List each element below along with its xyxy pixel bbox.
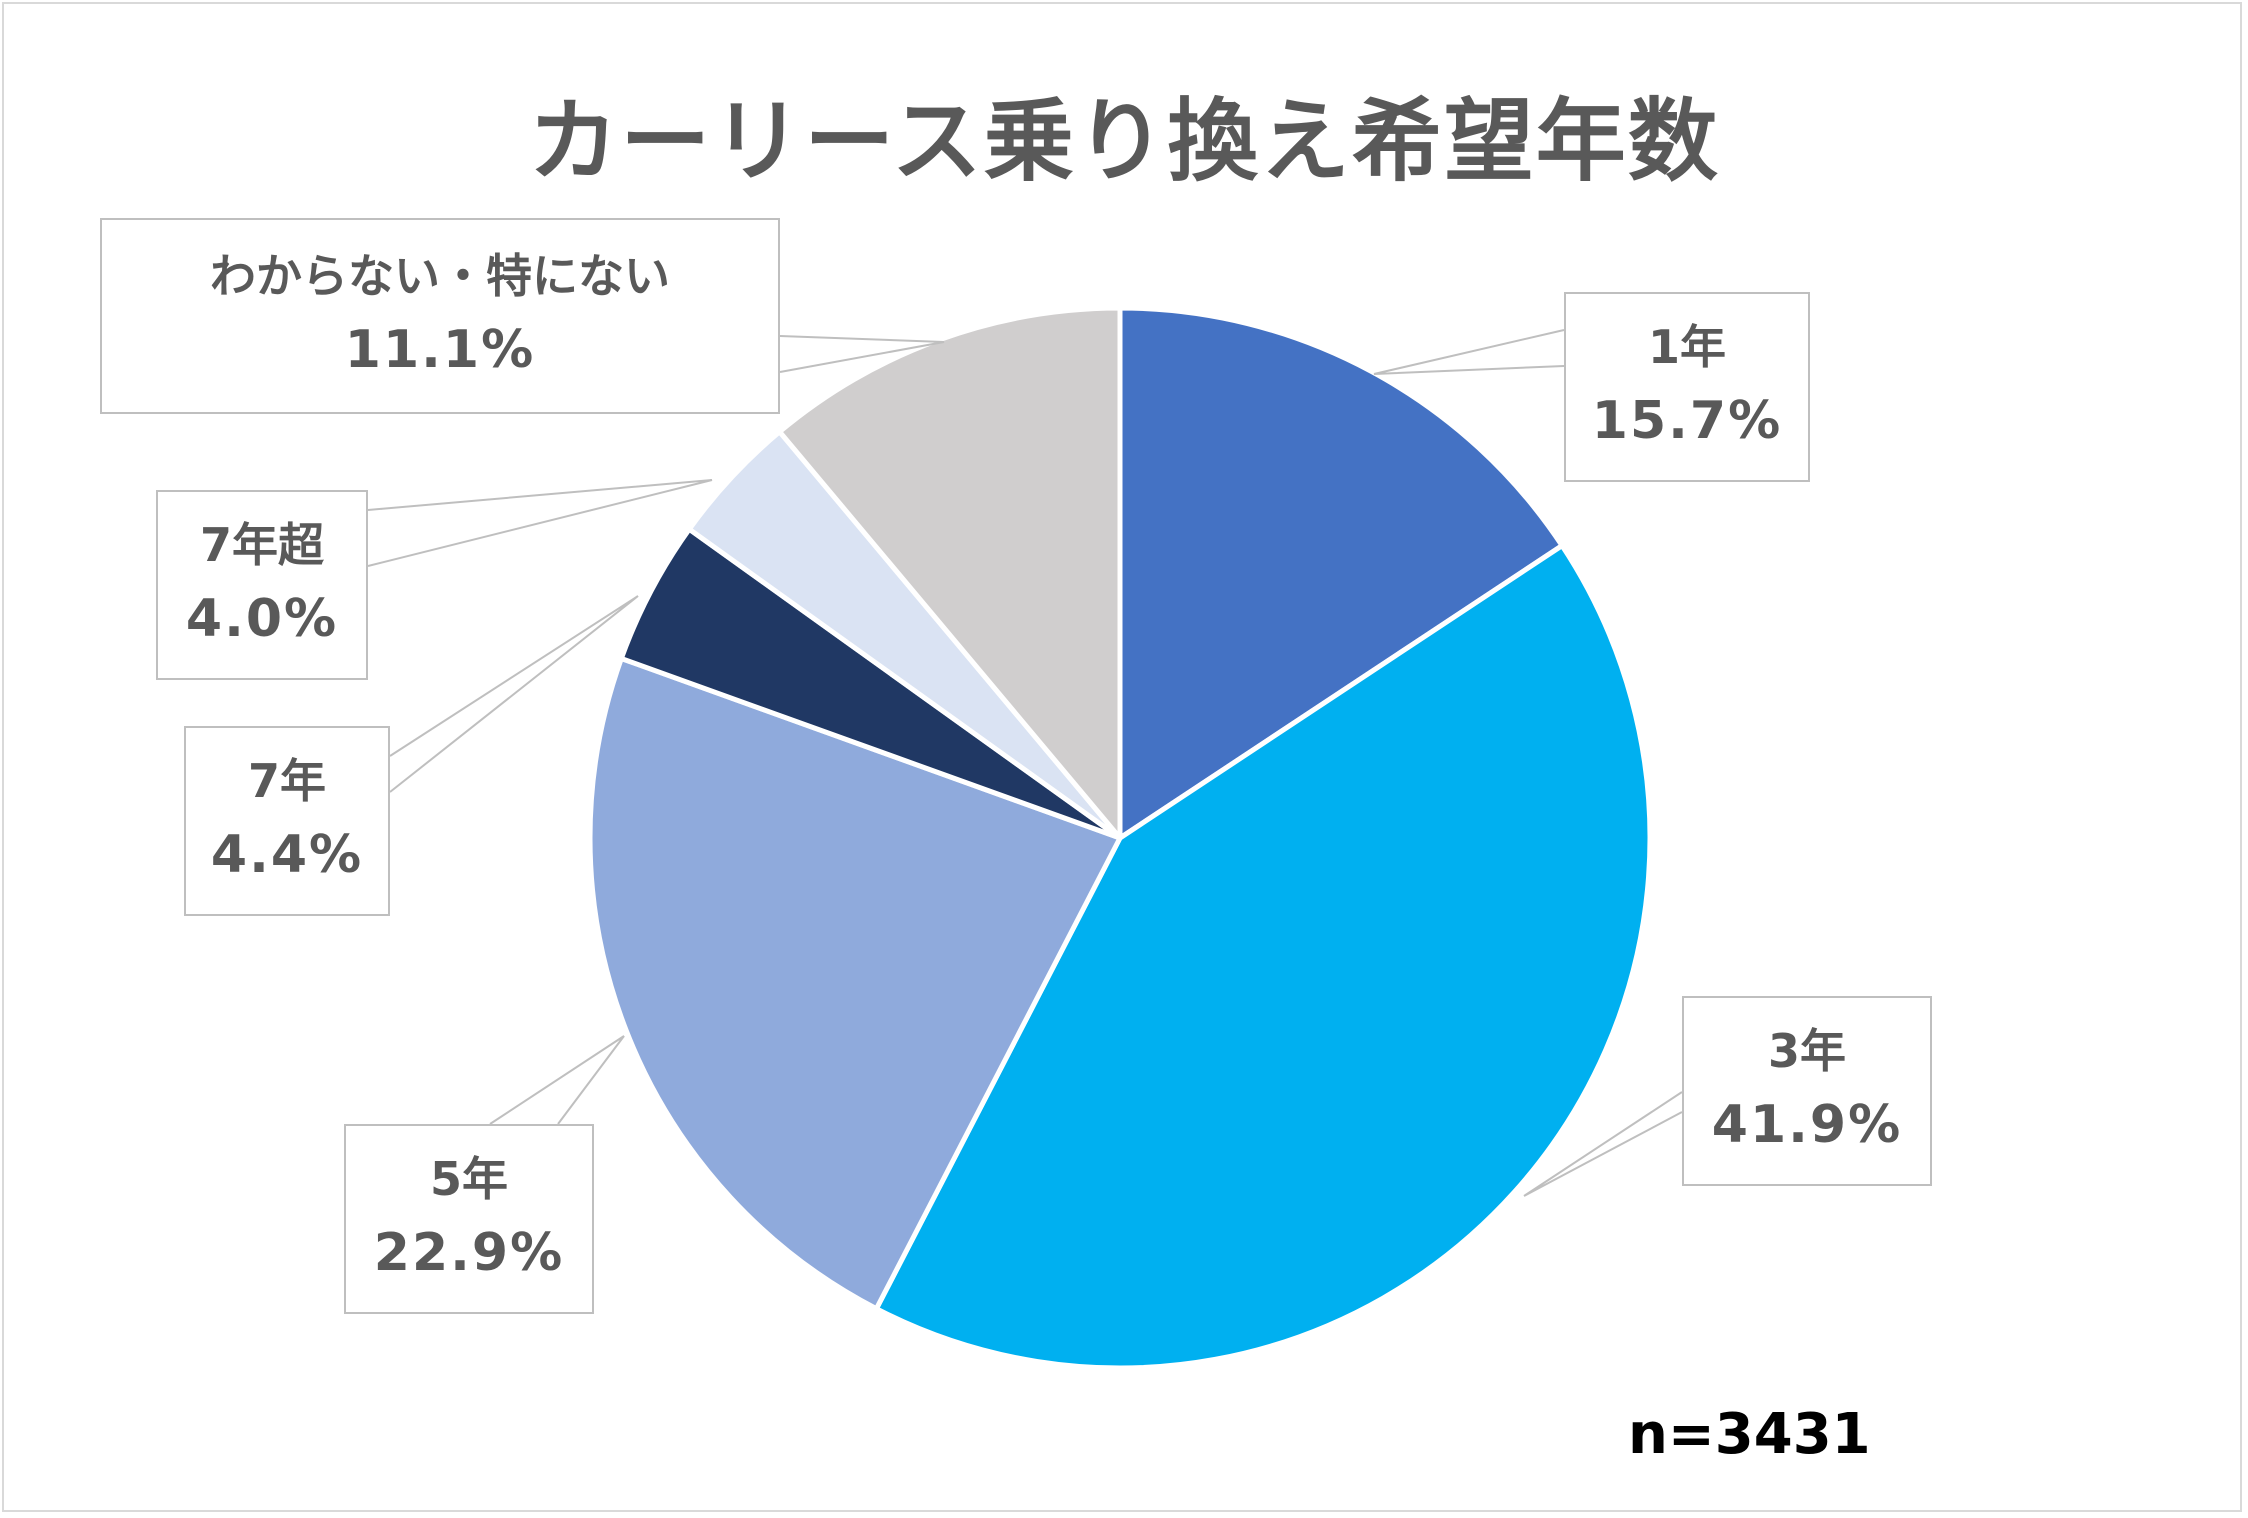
sample-size-note: n=3431 bbox=[1628, 1402, 1871, 1467]
leader-line-7year bbox=[389, 595, 639, 793]
data-label-over-7year: 7年超 4.0% bbox=[156, 490, 368, 680]
pie-slice-1year bbox=[1117, 305, 1565, 841]
label-percent: 22.9% bbox=[373, 1223, 565, 1283]
label-percent: 11.1% bbox=[344, 320, 536, 380]
leader-line-3year bbox=[1523, 1091, 1683, 1197]
pie-slice-3year bbox=[873, 543, 1653, 1371]
leader-line-over-7year bbox=[367, 479, 713, 567]
label-name: 3年 bbox=[1767, 1024, 1846, 1078]
data-label-unknown: わからない・特にない 11.1% bbox=[100, 218, 780, 414]
label-name: 5年 bbox=[429, 1152, 508, 1206]
data-label-5year: 5年 22.9% bbox=[344, 1124, 594, 1314]
label-name: 7年 bbox=[247, 754, 326, 808]
pie-slice-5year bbox=[587, 655, 1123, 1312]
label-percent: 15.7% bbox=[1591, 391, 1783, 451]
data-label-1year: 1年 15.7% bbox=[1564, 292, 1810, 482]
chart-title: カーリース乗り換え希望年数 bbox=[528, 89, 1720, 194]
label-name: わからない・特にない bbox=[210, 249, 670, 303]
label-percent: 4.0% bbox=[185, 589, 339, 649]
label-name: 7年超 bbox=[199, 518, 324, 572]
label-percent: 41.9% bbox=[1711, 1095, 1903, 1155]
leader-line-5year bbox=[489, 1035, 625, 1125]
data-label-7year: 7年 4.4% bbox=[184, 726, 390, 916]
data-label-3year: 3年 41.9% bbox=[1682, 996, 1932, 1186]
leader-line-unknown bbox=[779, 335, 945, 373]
leader-line-1year bbox=[1373, 329, 1565, 375]
label-percent: 4.4% bbox=[210, 825, 364, 885]
pie-slice-unknown bbox=[777, 305, 1123, 841]
label-name: 1年 bbox=[1647, 320, 1726, 374]
